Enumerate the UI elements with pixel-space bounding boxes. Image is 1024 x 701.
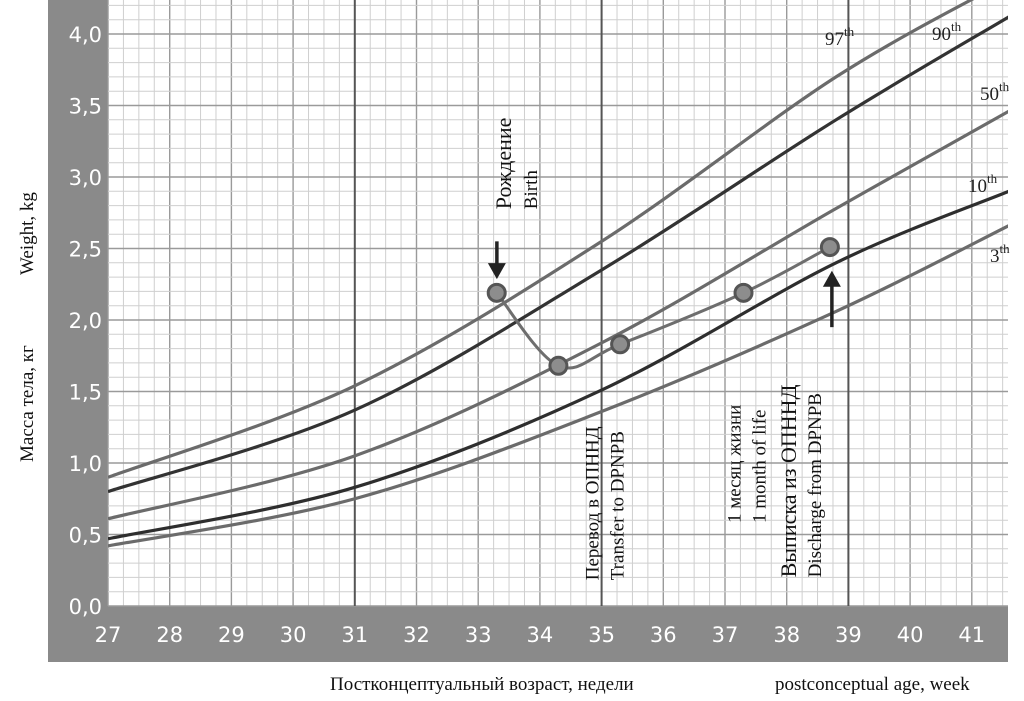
- percentile-label-suffix: th: [844, 24, 855, 39]
- x-tick-label: 33: [465, 623, 492, 647]
- y-axis-band: [48, 0, 108, 662]
- percentile-label-50: 50th: [980, 79, 1010, 105]
- percentile-label-value: 97: [825, 29, 844, 50]
- annotation-arrow-head: [487, 263, 506, 280]
- annotation-text: 1 месяц жизни 1 month of life: [724, 405, 770, 523]
- percentile-curve-50: [108, 109, 1008, 521]
- percentile-curve-10: [108, 189, 1008, 541]
- annotation-text: Выписка из ОПННД Discharge from DPNPB: [776, 384, 826, 577]
- x-axis-band: [48, 606, 1008, 662]
- y-axis-label-ru: Масса тела, кг: [17, 345, 38, 462]
- patient-weight-point: [733, 282, 754, 303]
- y-tick-label: 2,5: [69, 238, 102, 262]
- y-tick-label: 3,0: [69, 166, 102, 190]
- percentile-curve-3: [108, 224, 1008, 548]
- annotation-line: Discharge from DPNPB: [805, 393, 826, 577]
- x-tick-label: 34: [527, 623, 554, 647]
- annotation-line: 1 month of life: [749, 410, 770, 523]
- annotation-line: Выписка из ОПННД: [776, 384, 801, 577]
- x-tick-label: 37: [712, 623, 739, 647]
- annotation-line: Перевод в ОПННД: [582, 426, 603, 580]
- patient-weight-point: [548, 355, 569, 376]
- percentile-label-suffix: th: [1000, 241, 1011, 256]
- x-axis-label-ru: Постконцептуальный возраст, недели: [330, 674, 634, 695]
- annotation-line: Birth: [521, 170, 542, 210]
- annotation-birth: Рождение Birth: [487, 118, 542, 280]
- annotation-line: Рождение: [491, 118, 516, 210]
- y-axis-label-en: Weight, kg: [17, 192, 38, 275]
- x-tick-label: 28: [156, 623, 183, 647]
- percentile-label-suffix: th: [999, 79, 1010, 94]
- percentile-label-value: 50: [980, 84, 999, 105]
- y-tick-label: 0,5: [69, 524, 102, 548]
- annotation-line: Transfer to DPNPB: [607, 431, 628, 580]
- annotation-text: Перевод в ОПННД Transfer to DPNPB: [582, 426, 628, 580]
- percentile-label-value: 10: [968, 176, 987, 197]
- x-tick-label: 31: [341, 623, 368, 647]
- y-tick-label: 1,0: [69, 452, 102, 476]
- patient-weight-point: [610, 334, 631, 355]
- percentile-curve-97: [108, 0, 975, 479]
- percentile-label-90: 90th: [932, 19, 962, 45]
- annotation-arrow-head: [822, 270, 841, 287]
- percentile-label-value: 3: [990, 246, 1000, 267]
- x-tick-label: 35: [588, 623, 615, 647]
- x-tick-label: 29: [218, 623, 245, 647]
- x-tick-label: 38: [773, 623, 800, 647]
- y-tick-label: 0,0: [69, 595, 102, 619]
- annotation-line: 1 месяц жизни: [724, 405, 745, 523]
- percentile-label-97: 97th: [825, 24, 855, 50]
- x-tick-label: 41: [958, 623, 985, 647]
- annotation-discharge: Выписка из ОПННД Discharge from DPNPB: [776, 270, 841, 577]
- patient-weight-point: [819, 237, 840, 258]
- percentile-curve-90: [108, 15, 1008, 494]
- x-tick-label: 40: [897, 623, 924, 647]
- percentile-label-suffix: th: [951, 19, 962, 34]
- annotation-text: Рождение Birth: [491, 118, 542, 210]
- x-tick-label: 32: [403, 623, 430, 647]
- percentile-label-value: 90: [932, 24, 951, 45]
- annotation-transfer: Перевод в ОПННД Transfer to DPNPB: [582, 426, 628, 580]
- patient-weight-point: [486, 282, 507, 303]
- x-tick-label: 27: [95, 623, 122, 647]
- y-tick-label: 2,0: [69, 309, 102, 333]
- x-tick-label: 30: [280, 623, 307, 647]
- percentile-label-3: 3th: [990, 241, 1010, 267]
- annotation-month: 1 месяц жизни 1 month of life: [724, 405, 770, 523]
- y-tick-label: 4,0: [69, 23, 102, 47]
- y-tick-label: 1,5: [69, 381, 102, 405]
- x-tick-label: 39: [835, 623, 862, 647]
- percentile-label-10: 10th: [968, 171, 998, 197]
- plot-area: [108, 0, 1008, 606]
- x-tick-label: 36: [650, 623, 677, 647]
- x-axis-label-en: postconceptual age, week: [775, 674, 970, 695]
- y-tick-label: 3,5: [69, 95, 102, 119]
- percentile-label-suffix: th: [987, 171, 998, 186]
